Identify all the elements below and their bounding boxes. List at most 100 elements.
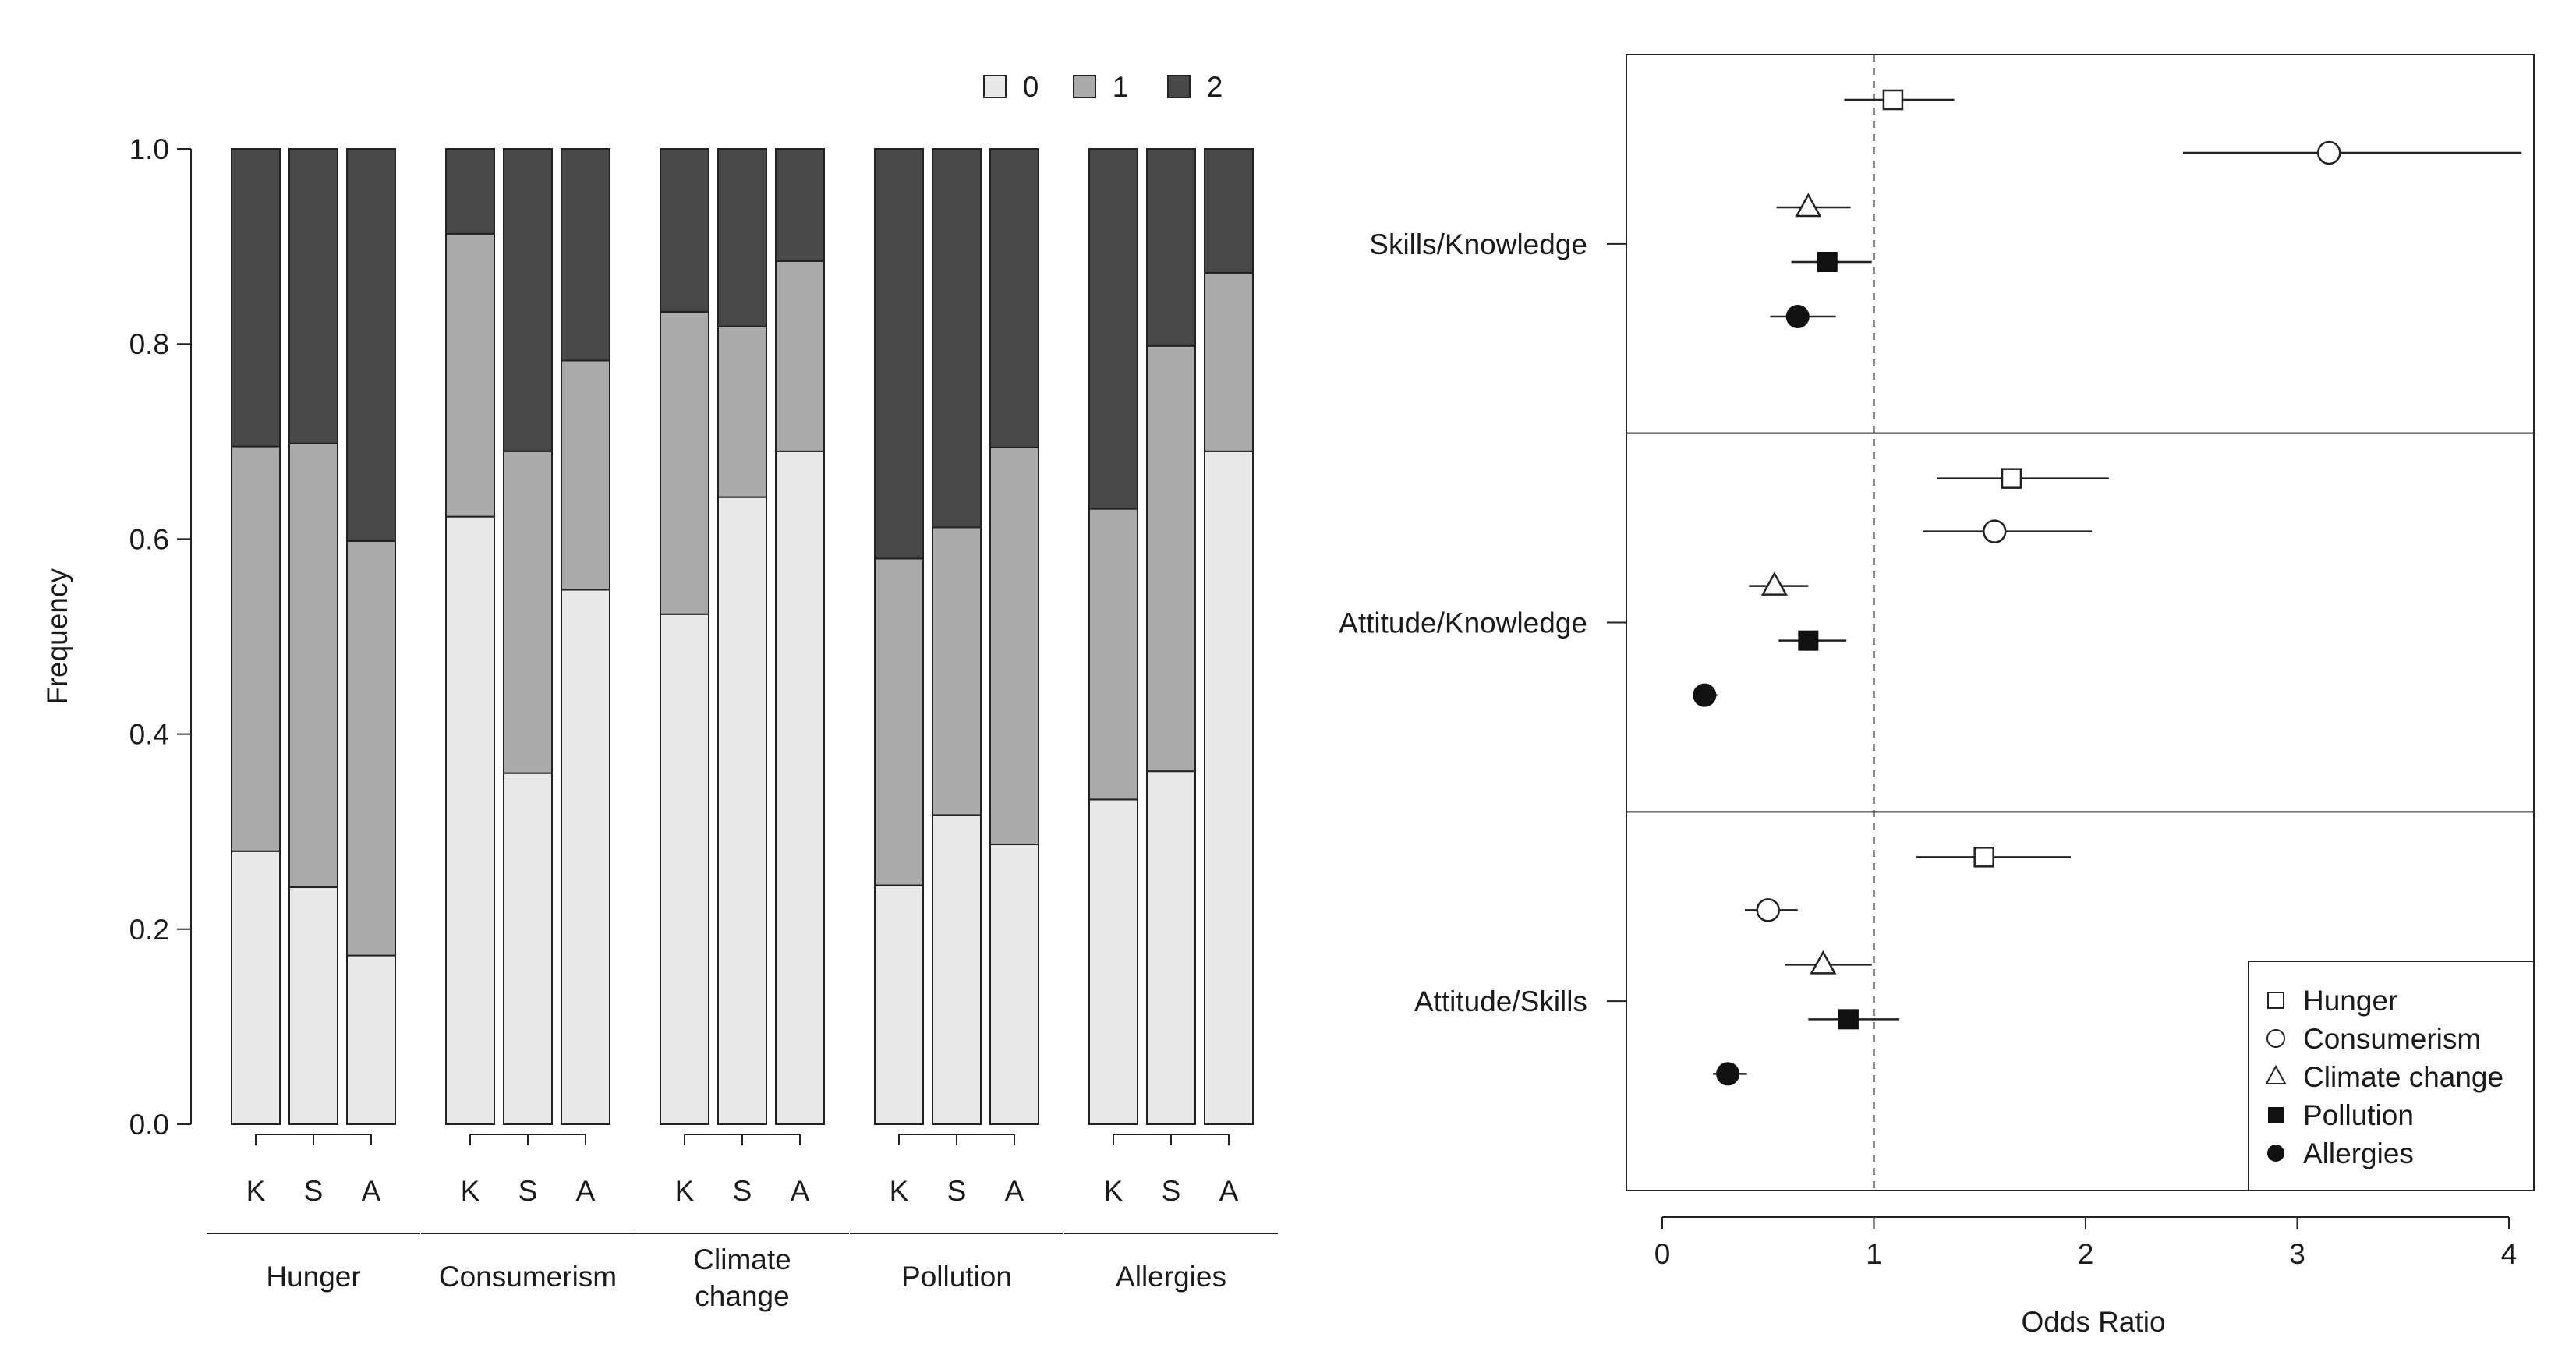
x-tick-label: 1 — [1866, 1238, 1882, 1270]
legend-label-allergies: Allergies — [2303, 1137, 2414, 1169]
group-label-hunger: Hunger — [266, 1261, 360, 1293]
x-tick-label: 4 — [2501, 1238, 2518, 1270]
bar-allergies-s-level-1 — [1146, 345, 1196, 773]
panel-label-attitude-knowledge: Attitude/Knowledge — [1339, 607, 1587, 639]
group-label-climate-change: Climate — [693, 1244, 791, 1275]
bar-hunger-s-level-0 — [288, 886, 338, 1125]
point-attitude-knowledge-allergies — [1693, 683, 1717, 707]
point-skills-knowledge-allergies — [1785, 305, 1810, 328]
group-label-pollution: Pollution — [901, 1261, 1012, 1293]
bar-hunger-s-level-1 — [288, 442, 338, 889]
bar-hunger-k-level-2 — [231, 148, 281, 448]
point-attitude-knowledge-climate-change — [1760, 571, 1789, 596]
bar-pollution-s-level-2 — [932, 148, 982, 529]
bar-label-k: K — [246, 1175, 266, 1207]
bar-label-a: A — [791, 1175, 810, 1207]
legend-marker-pollution — [2268, 1107, 2284, 1123]
point-attitude-skills-climate-change — [1810, 950, 1837, 975]
bar-label-k: K — [1104, 1175, 1123, 1207]
bar-climate-change-s-level-2 — [717, 148, 767, 327]
bar-hunger-k-level-0 — [231, 850, 281, 1125]
bar-label-a: A — [362, 1175, 381, 1207]
bar-consumerism-k-level-1 — [445, 232, 495, 518]
bar-climate-change-a-level-2 — [775, 148, 825, 262]
x-tick-label: 3 — [2289, 1238, 2305, 1270]
panel-label-attitude-skills: Attitude/Skills — [1414, 985, 1587, 1017]
y-tick-label: 0.0 — [129, 1109, 169, 1141]
legend-marker-climate-change — [2265, 1064, 2287, 1084]
bar-pollution-a-level-1 — [989, 446, 1039, 845]
legend-label-climate-change: Climate change — [2303, 1061, 2503, 1093]
legend-label-2: 2 — [1207, 71, 1223, 103]
bar-consumerism-a-level-0 — [561, 589, 610, 1125]
legend-marker-consumerism — [2266, 1029, 2285, 1048]
bar-climate-change-s-level-0 — [717, 496, 767, 1125]
bar-climate-change-k-level-0 — [660, 613, 709, 1125]
x-tick-label: 0 — [1654, 1238, 1671, 1270]
panel-label-skills-knowledge: Skills/Knowledge — [1369, 228, 1587, 260]
bar-consumerism-a-level-2 — [561, 148, 610, 362]
bar-hunger-a-level-1 — [346, 540, 396, 957]
bar-label-a: A — [1219, 1175, 1239, 1207]
legend-label-pollution: Pollution — [2303, 1099, 2414, 1131]
bar-pollution-s-level-0 — [932, 814, 982, 1125]
bar-consumerism-s-level-2 — [503, 148, 553, 452]
bar-consumerism-s-level-1 — [503, 450, 553, 774]
bar-label-a: A — [1005, 1175, 1024, 1207]
stacked-bar-chart: 0.0 0.2 0.4 0.6 0.8 1.0 Frequency K S A Hunger K S A C… — [41, 71, 1278, 1312]
y-axis-title: Frequency — [41, 568, 73, 705]
bar-consumerism-k-level-0 — [445, 515, 495, 1125]
legend-label-1: 1 — [1113, 71, 1129, 103]
y-tick-label: 0.6 — [129, 523, 169, 555]
point-attitude-knowledge-pollution — [1798, 630, 1819, 651]
legend-label-0: 0 — [1023, 71, 1039, 103]
bar-label-s: S — [1162, 1175, 1181, 1207]
bar-consumerism-k-level-2 — [445, 148, 495, 235]
y-tick-label: 0.8 — [129, 328, 169, 360]
point-attitude-skills-hunger — [1973, 847, 1994, 868]
bar-hunger-a-level-0 — [346, 954, 396, 1126]
legend-swatch-0 — [983, 75, 1007, 98]
bar-hunger-s-level-2 — [288, 148, 338, 444]
bar-consumerism-a-level-1 — [561, 359, 610, 591]
bar-pollution-a-level-2 — [989, 148, 1039, 448]
bar-climate-change-a-level-1 — [775, 260, 825, 452]
bar-pollution-k-level-1 — [874, 557, 924, 886]
bar-pollution-s-level-1 — [932, 526, 982, 816]
legend-box — [2248, 961, 2535, 1191]
point-attitude-knowledge-consumerism — [1983, 519, 2007, 543]
point-attitude-knowledge-hunger — [2001, 468, 2022, 489]
x-axis-title: Odds Ratio — [2021, 1306, 2165, 1338]
point-skills-knowledge-hunger — [1882, 89, 1904, 111]
bar-label-s: S — [304, 1175, 324, 1207]
y-tick-label: 0.4 — [129, 719, 169, 751]
x-tick-label: 2 — [2078, 1238, 2094, 1270]
legend-swatch-2 — [1167, 75, 1191, 98]
legend-marker-allergies — [2267, 1145, 2284, 1162]
bar-allergies-a-level-1 — [1204, 271, 1254, 452]
legend-label-hunger: Hunger — [2303, 985, 2397, 1017]
point-attitude-skills-pollution — [1838, 1009, 1859, 1030]
bar-allergies-k-level-0 — [1088, 798, 1138, 1125]
bar-hunger-a-level-2 — [346, 148, 396, 542]
group-label-climate-change-line2: change — [695, 1280, 789, 1312]
bar-label-s: S — [947, 1175, 967, 1207]
bar-label-k: K — [675, 1175, 695, 1207]
bar-climate-change-k-level-1 — [660, 310, 709, 615]
legend-label-consumerism: Consumerism — [2303, 1023, 2481, 1055]
bar-allergies-a-level-0 — [1204, 450, 1254, 1125]
bar-label-k: K — [890, 1175, 909, 1207]
odds-ratio-chart: 0 1 2 3 4 Odds Ratio Skills/Knowledge Attitude/… — [1339, 54, 2535, 1338]
bar-pollution-a-level-0 — [989, 843, 1039, 1125]
point-skills-knowledge-consumerism — [2316, 140, 2341, 165]
point-attitude-skills-consumerism — [1756, 898, 1780, 922]
y-tick-label: 0.2 — [129, 914, 169, 946]
bar-label-k: K — [461, 1175, 480, 1207]
bar-allergies-k-level-2 — [1088, 148, 1138, 510]
bar-label-s: S — [518, 1175, 538, 1207]
legend-marker-hunger — [2267, 992, 2284, 1009]
bar-allergies-k-level-1 — [1088, 508, 1138, 801]
point-skills-knowledge-pollution — [1817, 252, 1838, 272]
bar-climate-change-s-level-1 — [717, 325, 767, 498]
